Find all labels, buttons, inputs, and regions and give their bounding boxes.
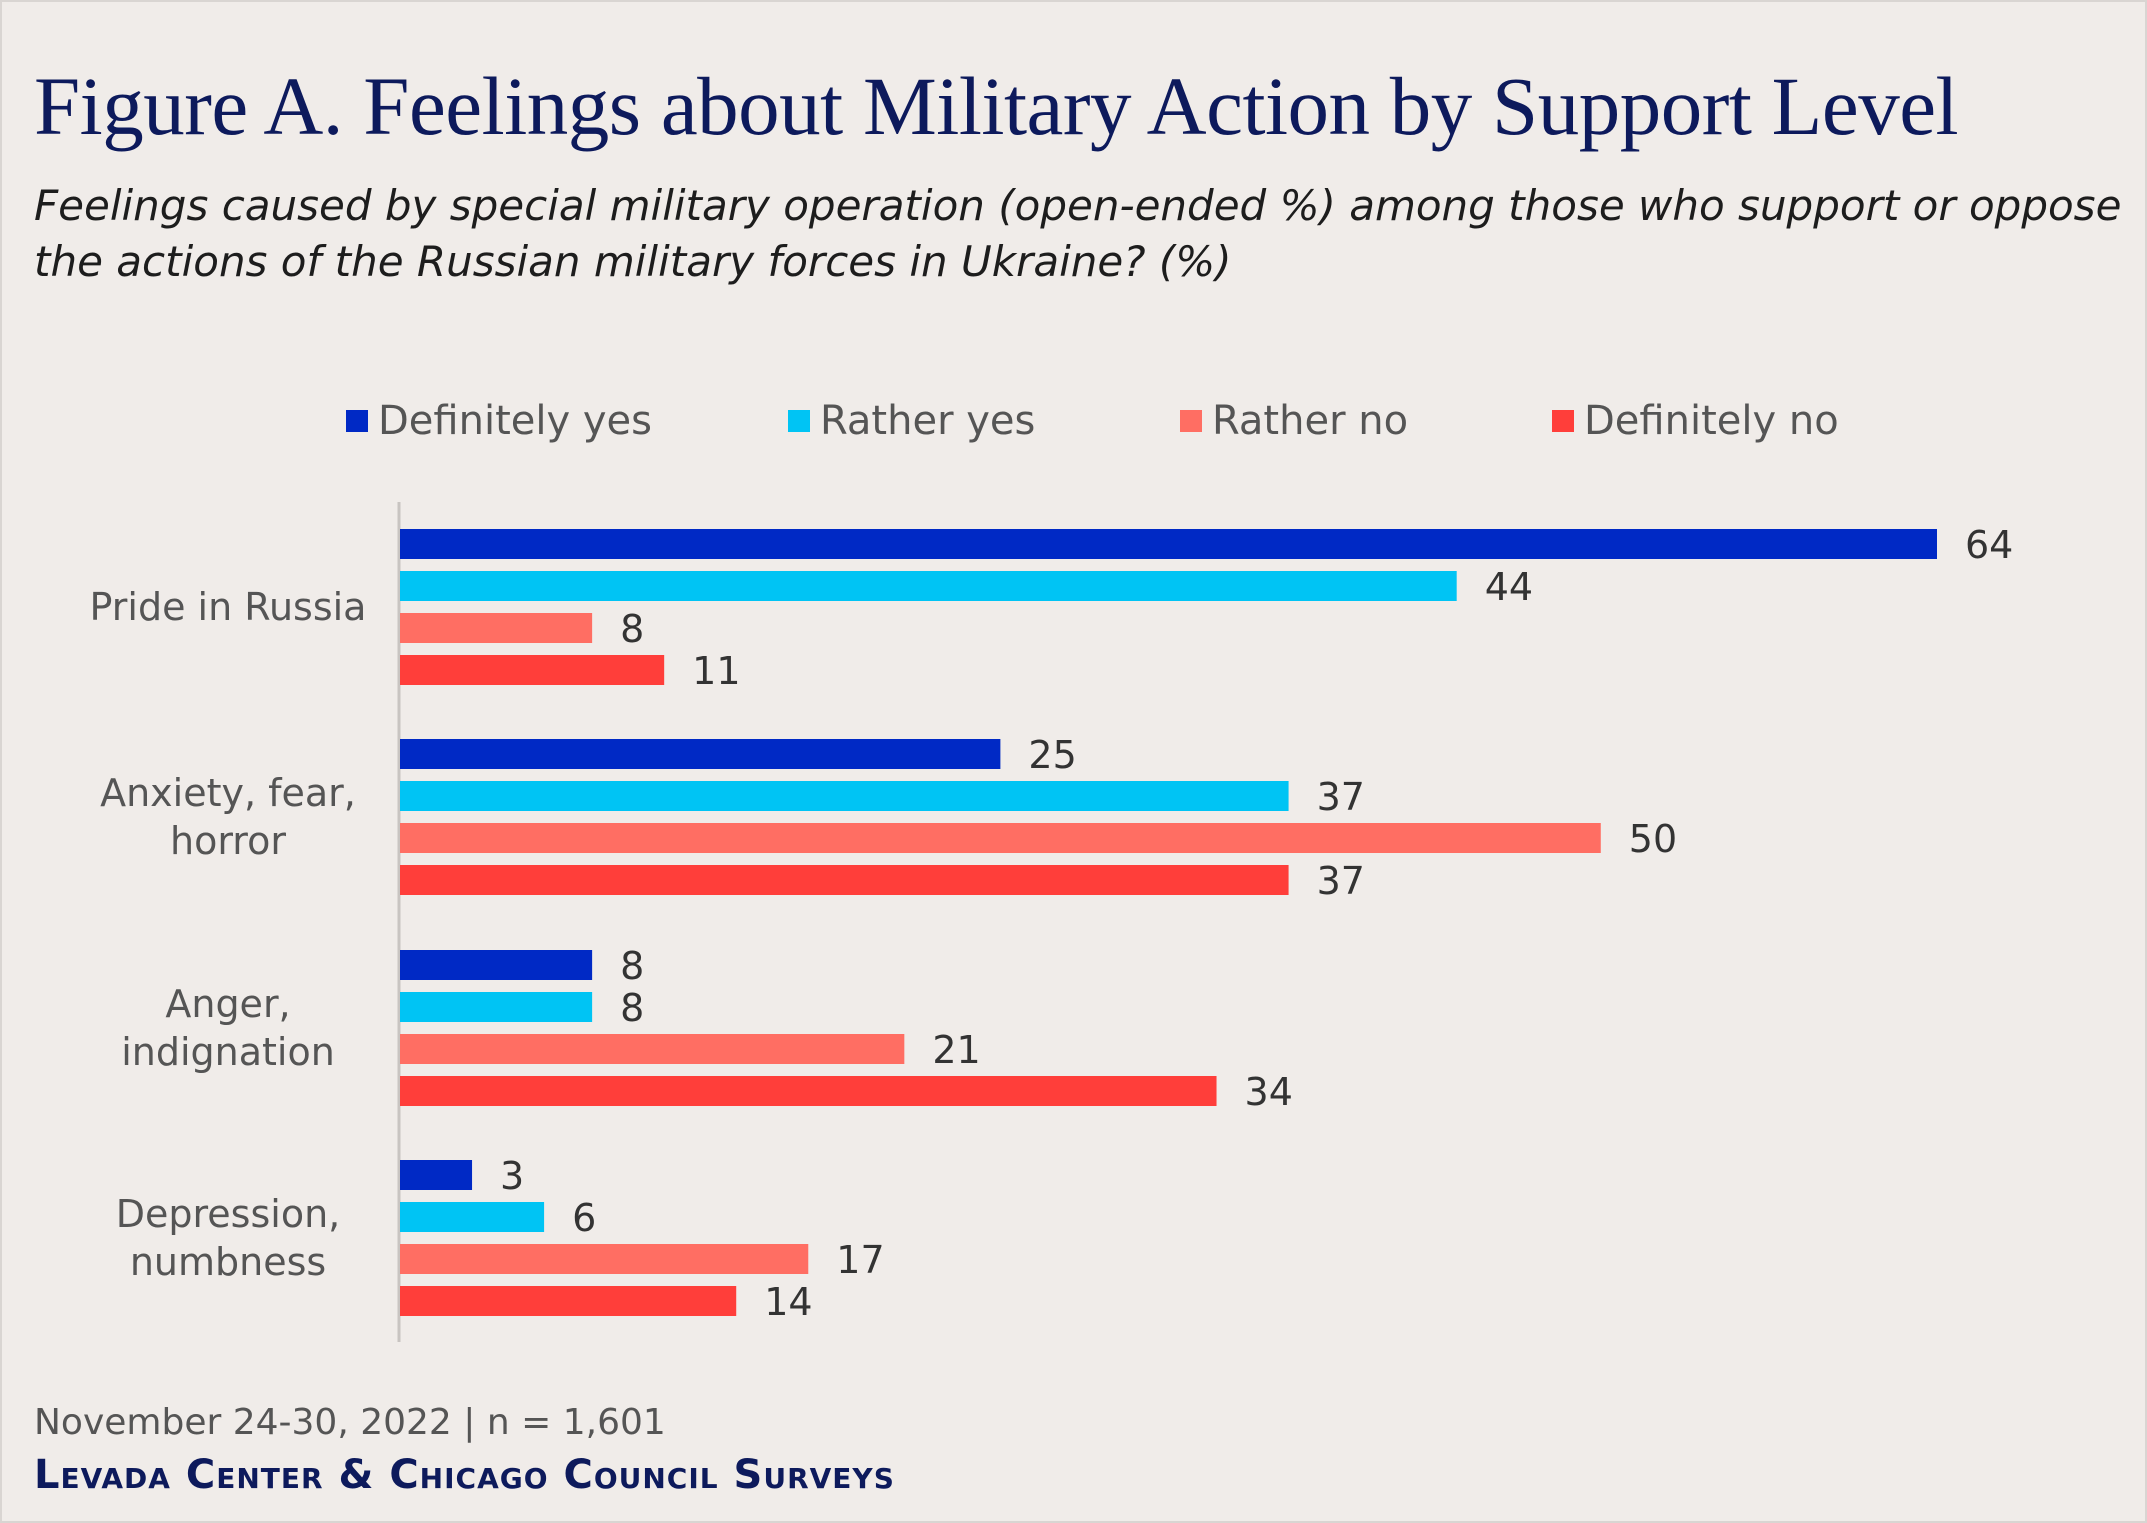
data-label: 11 xyxy=(692,649,740,693)
bar xyxy=(400,1286,737,1316)
bar xyxy=(400,655,665,685)
bar xyxy=(400,781,1289,811)
bar xyxy=(400,992,593,1022)
legend-label: Definitely yes xyxy=(378,398,652,444)
category-label: Depression, numbness xyxy=(116,1192,341,1284)
data-label: 17 xyxy=(836,1238,884,1282)
legend-swatch xyxy=(1180,410,1202,432)
legend-item: Definitely no xyxy=(1552,398,1839,444)
legend-label: Rather no xyxy=(1212,398,1409,444)
legend-item: Rather no xyxy=(1180,398,1408,444)
legend-label: Definitely no xyxy=(1584,398,1839,444)
bar xyxy=(400,739,1001,769)
category-label: Pride in Russia xyxy=(90,585,367,629)
bar xyxy=(400,571,1457,601)
data-label: 6 xyxy=(572,1196,596,1240)
data-label: 37 xyxy=(1317,859,1365,903)
data-label: 8 xyxy=(620,607,644,651)
bar xyxy=(400,950,593,980)
chart-subtitle: Feelings caused by special military oper… xyxy=(34,181,2122,286)
chart-title: Figure A. Feelings about Military Action… xyxy=(34,60,1959,152)
bar xyxy=(400,865,1289,895)
data-label: 34 xyxy=(1245,1070,1293,1114)
source-credit: Levada Center & Chicago Council Surveys xyxy=(34,1452,895,1498)
data-label: 37 xyxy=(1317,775,1365,819)
data-label: 64 xyxy=(1965,523,2013,567)
legend-item: Definitely yes xyxy=(346,398,652,444)
bar xyxy=(400,823,1601,853)
bar xyxy=(400,613,593,643)
bar xyxy=(400,1076,1217,1106)
data-label: 3 xyxy=(500,1154,524,1198)
legend-swatch xyxy=(788,410,810,432)
bar xyxy=(400,1202,545,1232)
survey-note: November 24-30, 2022 | n = 1,601 xyxy=(34,1402,666,1443)
bar xyxy=(400,1244,809,1274)
legend-item: Rather yes xyxy=(788,398,1035,444)
bar xyxy=(400,1160,473,1190)
category-label: Anxiety, fear, horror xyxy=(100,771,356,863)
bar xyxy=(400,529,1937,559)
data-label: 44 xyxy=(1485,565,1533,609)
legend-label: Rather yes xyxy=(820,398,1036,444)
data-label: 21 xyxy=(932,1028,980,1072)
bar xyxy=(400,1034,905,1064)
data-label: 14 xyxy=(764,1280,812,1324)
legend-swatch xyxy=(1552,410,1574,432)
legend-swatch xyxy=(346,410,368,432)
data-label: 8 xyxy=(620,986,644,1030)
data-label: 50 xyxy=(1629,817,1677,861)
data-label: 25 xyxy=(1028,733,1076,777)
data-label: 8 xyxy=(620,944,644,988)
category-label: Anger, indignation xyxy=(121,982,335,1074)
